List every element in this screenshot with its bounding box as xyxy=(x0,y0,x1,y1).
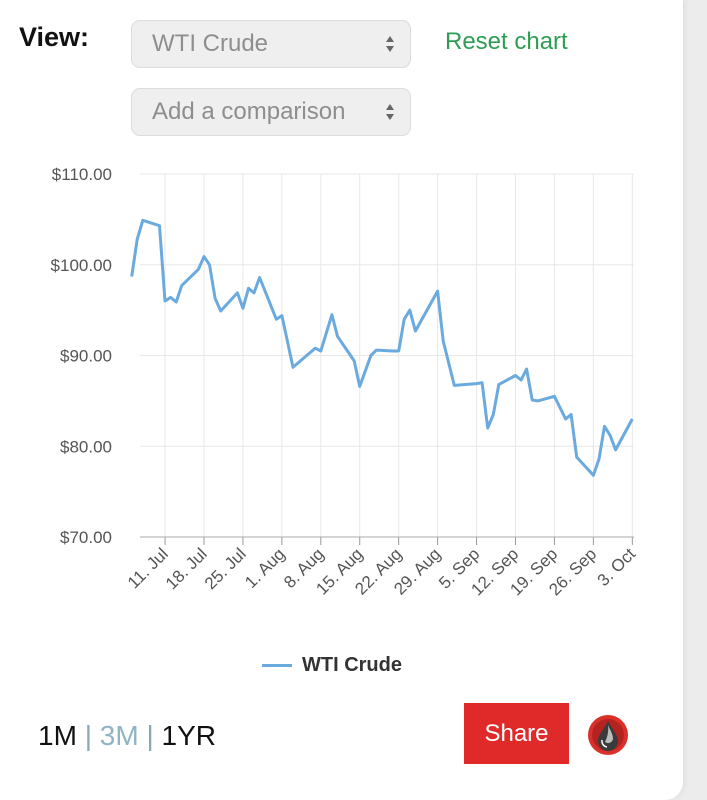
legend-label: WTI Crude xyxy=(302,654,402,676)
commodity-select-value: WTI Crude xyxy=(152,30,269,57)
share-button[interactable]: Share xyxy=(464,703,569,764)
chart-legend[interactable]: WTI Crude xyxy=(262,654,402,677)
x-tick-label: 1. Aug xyxy=(241,544,289,592)
y-tick-label: $70.00 xyxy=(60,528,112,547)
y-tick-label: $90.00 xyxy=(60,347,112,366)
oil-drop-icon[interactable] xyxy=(587,714,629,756)
commodity-select[interactable]: WTI Crude xyxy=(131,20,411,68)
chart-card: View: WTI Crude Add a comparison Reset c… xyxy=(0,0,683,800)
reset-chart-link[interactable]: Reset chart xyxy=(445,28,568,55)
x-tick-label: 18. Jul xyxy=(162,544,211,593)
range-3m-button[interactable]: 3M xyxy=(99,720,139,751)
x-tick-label: 3. Oct xyxy=(594,544,640,590)
time-range-selector: 1M | 3M | 1YR xyxy=(38,720,216,752)
y-tick-label: $100.00 xyxy=(51,256,112,275)
range-separator: | xyxy=(146,720,154,751)
range-separator: | xyxy=(84,720,92,751)
y-tick-label: $110.00 xyxy=(52,165,112,184)
series-line-wti-crude xyxy=(130,218,634,477)
range-1m-button[interactable]: 1M xyxy=(38,720,77,751)
x-tick-label: 25. Jul xyxy=(201,544,250,593)
range-1yr-button[interactable]: 1YR xyxy=(161,720,216,751)
x-tick-label: 11. Jul xyxy=(124,544,172,592)
view-label: View: xyxy=(19,22,90,52)
up-down-arrows-icon xyxy=(386,104,394,120)
comparison-select[interactable]: Add a comparison xyxy=(131,88,411,136)
comparison-select-placeholder: Add a comparison xyxy=(152,98,346,125)
legend-line-swatch xyxy=(262,664,292,667)
up-down-arrows-icon xyxy=(386,36,394,52)
y-tick-label: $80.00 xyxy=(60,437,112,456)
